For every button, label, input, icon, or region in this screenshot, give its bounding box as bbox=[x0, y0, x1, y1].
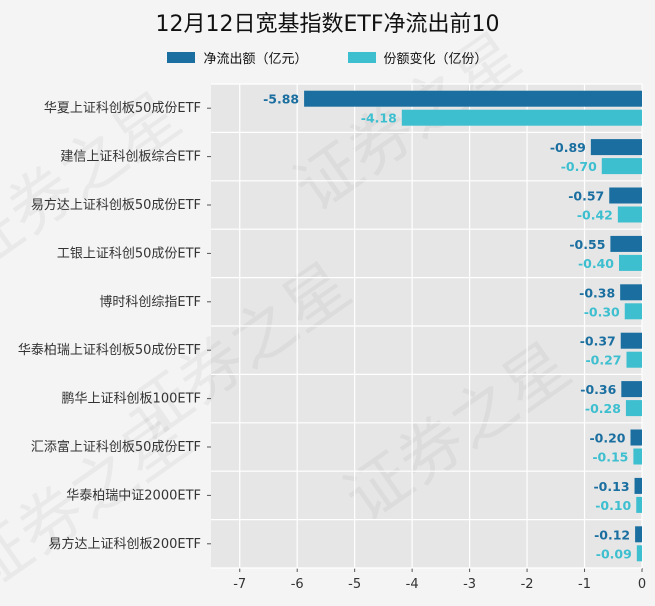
bar-outflow bbox=[590, 139, 642, 156]
bar-outflow bbox=[610, 235, 642, 252]
legend: 净流出额（亿元） 份额变化（亿份） bbox=[0, 48, 655, 67]
chart-title: 12月12日宽基指数ETF净流出前10 bbox=[155, 12, 500, 37]
legend-item-outflow: 净流出额（亿元） bbox=[167, 48, 308, 67]
category-label: 建信上证科创板综合ETF bbox=[60, 150, 201, 165]
category-label: 汇添富上证科创板50成份ETF bbox=[31, 439, 201, 455]
data-label-outflow: -0.36 bbox=[580, 382, 616, 397]
legend-swatch-outflow bbox=[167, 52, 196, 63]
bar-outflow bbox=[634, 477, 642, 494]
data-label-share-change: -0.42 bbox=[577, 208, 613, 223]
data-label-outflow: -0.55 bbox=[569, 237, 605, 252]
data-label-share-change: -0.15 bbox=[592, 450, 628, 465]
category-label: 鹏华上证科创板100ETF bbox=[62, 392, 201, 407]
bar-outflow bbox=[635, 526, 642, 543]
data-label-outflow: -0.57 bbox=[568, 189, 604, 204]
data-label-share-change: -4.18 bbox=[361, 111, 397, 126]
bar-share-change bbox=[617, 206, 642, 223]
category-label: 华夏上证科创板50成份ETF bbox=[44, 101, 201, 116]
data-label-outflow: -5.88 bbox=[263, 92, 299, 107]
x-tick-label: -4 bbox=[406, 577, 419, 592]
data-label-outflow: -0.20 bbox=[589, 431, 625, 446]
data-label-share-change: -0.09 bbox=[596, 546, 632, 561]
bar-share-change bbox=[636, 545, 642, 562]
data-label-outflow: -0.13 bbox=[593, 479, 629, 494]
category-label: 易方达上证科创板50成份ETF bbox=[31, 197, 201, 213]
x-tick-label: -7 bbox=[233, 577, 246, 592]
category-label: 工银上证科创50成份ETF bbox=[57, 246, 201, 261]
bar-share-change bbox=[625, 400, 642, 417]
x-tick-label: 0 bbox=[638, 577, 646, 592]
legend-swatch-share-change bbox=[347, 52, 376, 63]
bar-outflow bbox=[630, 429, 642, 446]
category-label: 华泰柏瑞上证科创板50成份ETF bbox=[18, 343, 201, 358]
bar-share-change bbox=[633, 448, 642, 465]
data-label-share-change: -0.70 bbox=[561, 159, 597, 174]
bar-share-change bbox=[626, 351, 642, 368]
bar-outflow bbox=[304, 90, 642, 107]
data-label-outflow: -0.12 bbox=[594, 527, 630, 542]
bar-outflow bbox=[609, 187, 642, 204]
x-tick-label: -3 bbox=[463, 577, 476, 592]
data-label-share-change: -0.30 bbox=[584, 304, 620, 319]
legend-label-outflow: 净流出额（亿元） bbox=[203, 52, 308, 67]
data-label-share-change: -0.27 bbox=[585, 353, 621, 368]
category-label: 博时科创综指ETF bbox=[99, 295, 201, 310]
x-tick-label: -1 bbox=[578, 577, 591, 592]
bar-share-change bbox=[619, 254, 642, 271]
category-label: 易方达上证科创板200ETF bbox=[49, 536, 201, 552]
data-label-share-change: -0.10 bbox=[595, 498, 631, 513]
data-label-share-change: -0.28 bbox=[585, 401, 621, 416]
data-label-share-change: -0.40 bbox=[578, 256, 614, 271]
bar-outflow bbox=[621, 381, 642, 398]
bar-outflow bbox=[620, 284, 642, 301]
bar-share-change bbox=[601, 158, 642, 175]
x-tick-label: -6 bbox=[291, 577, 304, 592]
data-label-outflow: -0.37 bbox=[580, 334, 616, 349]
data-label-outflow: -0.38 bbox=[579, 285, 615, 300]
category-label: 华泰柏瑞中证2000ETF bbox=[66, 488, 201, 503]
legend-label-share-change: 份额变化（亿份） bbox=[383, 52, 488, 67]
data-label-outflow: -0.89 bbox=[550, 140, 586, 155]
bar-share-change bbox=[401, 109, 642, 126]
legend-item-share-change: 份额变化（亿份） bbox=[347, 48, 488, 67]
bar-share-change bbox=[636, 496, 642, 513]
x-tick-label: -5 bbox=[348, 577, 361, 592]
x-tick-label: -2 bbox=[521, 577, 534, 592]
bar-outflow bbox=[620, 332, 642, 349]
bar-share-change bbox=[624, 303, 642, 320]
